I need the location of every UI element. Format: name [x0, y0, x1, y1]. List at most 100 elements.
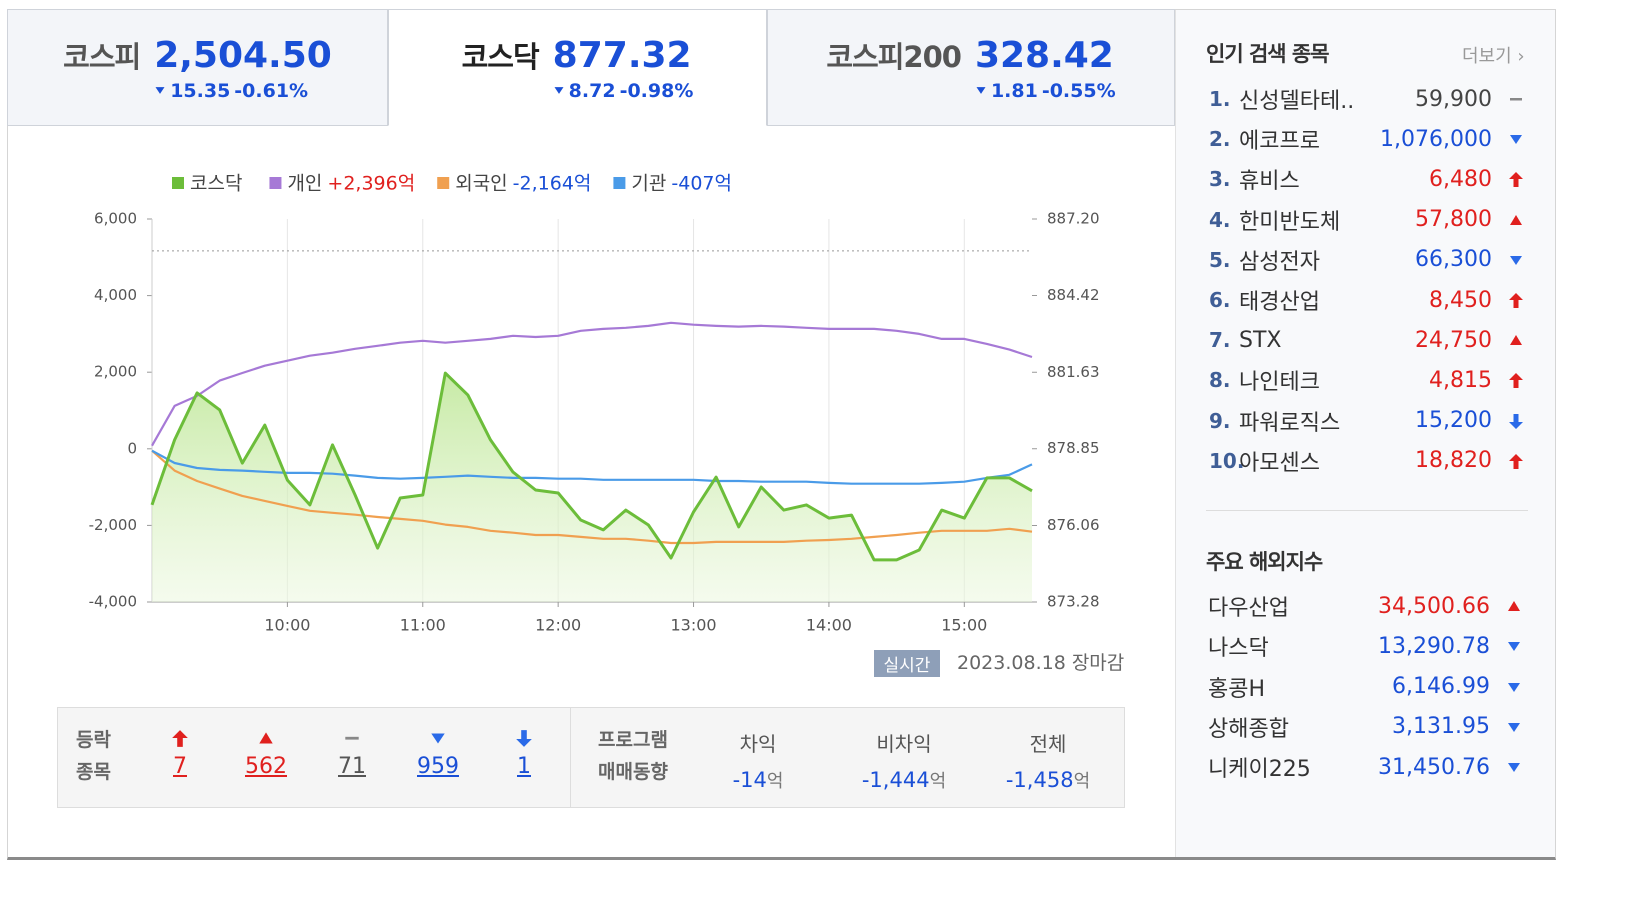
legend-value: -407억	[671, 173, 732, 195]
rank: 7.	[1209, 328, 1231, 353]
program-item: 전체 -1,458억	[968, 728, 1128, 793]
chart: 10:00 11:00 12:00 13:00 14:00 15:00 -4,000 -2,0…	[89, 173, 1100, 635]
program-label: 프로그램 매매동향	[598, 724, 668, 788]
world-row[interactable]: 니케이225 31,450.76	[1176, 749, 1556, 785]
legend-swatch	[172, 177, 184, 189]
legend-swatch	[437, 177, 450, 189]
program-value-row: -14억	[678, 767, 838, 793]
direction-icon	[1510, 98, 1522, 101]
direction-icon	[172, 730, 188, 747]
updown-count[interactable]: 562	[236, 720, 296, 779]
stock-price: 6,480	[1429, 166, 1492, 192]
rank: 3.	[1209, 167, 1231, 192]
y-tick-label: -2,000	[89, 516, 137, 534]
stock-price: 8,450	[1429, 287, 1492, 313]
program-unit: 억	[1073, 771, 1091, 792]
updown-count[interactable]: 1	[494, 720, 554, 779]
direction-icon	[1509, 453, 1523, 469]
direction-icon	[1510, 214, 1522, 225]
y-tick-label: 0	[127, 439, 137, 457]
y-tick-label: 2,000	[94, 363, 137, 381]
updown-count[interactable]: 959	[408, 720, 468, 779]
tab-content: 코스피 2,504.50 15.35 -0.61%	[63, 34, 332, 102]
rank: 8.	[1209, 368, 1231, 393]
direction-icon	[1508, 763, 1520, 773]
index-change: 1.81 -0.55%	[975, 80, 1116, 102]
index-value: 328.42	[974, 34, 1114, 76]
index-value: 6,146.99	[1392, 674, 1490, 700]
change-rate: -0.55%	[1041, 79, 1116, 102]
index-tab[interactable]: 코스피 2,504.50 15.35 -0.61%	[7, 9, 388, 126]
updown-count[interactable]: 71	[322, 720, 382, 779]
side-panel: 인기 검색 종목 더보기 › 1. 신성델타테.. 59,900 2. 에코프로 1,07…	[1175, 10, 1555, 857]
popular-row[interactable]: 8. 나인테크 4,815	[1176, 362, 1556, 398]
direction-icon	[1508, 682, 1520, 692]
divider	[1206, 510, 1528, 511]
index-name: 나스닥	[1208, 636, 1269, 662]
market-summary: 등락 종목 7 562 71 959 1 프로그램 매매동향 차익 -14억 비차익 -1,444억 전체…	[57, 707, 1125, 808]
index-tab[interactable]: 코스피200 328.42 1.81 -0.55%	[767, 9, 1175, 126]
popular-row[interactable]: 5. 삼성전자 66,300	[1176, 242, 1556, 278]
direction-icon	[1509, 413, 1523, 429]
index-name: 상해종합	[1208, 716, 1289, 742]
popular-row[interactable]: 10. 아모센스 18,820	[1176, 443, 1556, 479]
stock-name: 태경산업	[1239, 290, 1320, 315]
program-value: -1,458	[1005, 768, 1074, 792]
popular-row[interactable]: 3. 휴비스 6,480	[1176, 161, 1556, 197]
popular-row[interactable]: 6. 태경산업 8,450	[1176, 282, 1556, 318]
popular-row[interactable]: 2. 에코프로 1,076,000	[1176, 121, 1556, 157]
more-link[interactable]: 더보기 ›	[1462, 46, 1525, 67]
index-name: 코스피	[63, 39, 141, 74]
y-tick-label: 4,000	[94, 286, 137, 304]
program-name: 차익	[739, 732, 777, 756]
stock-price: 4,815	[1429, 367, 1492, 393]
direction-icon	[516, 730, 532, 747]
x-tick-label: 15:00	[941, 616, 987, 635]
count-value[interactable]: 1	[517, 754, 531, 779]
rank: 4.	[1209, 207, 1231, 232]
rank: 6.	[1209, 288, 1231, 312]
realtime-badge: 실시간	[874, 650, 940, 677]
direction-icon	[1508, 642, 1520, 652]
change-rate: -0.61%	[234, 79, 309, 102]
y-tick-label: 6,000	[94, 210, 137, 228]
count-value[interactable]: 562	[245, 754, 287, 779]
index-value: 2,504.50	[154, 34, 332, 76]
y2-tick-label: 887.20	[1047, 210, 1100, 228]
index-value: 34,500.66	[1378, 593, 1490, 619]
y2-tick-label: 876.06	[1047, 516, 1100, 534]
program-value-row: -1,444억	[824, 767, 984, 793]
stock-name: 휴비스	[1239, 169, 1300, 195]
world-row[interactable]: 나스닥 13,290.78	[1176, 628, 1556, 664]
world-row[interactable]: 상해종합 3,131.95	[1176, 709, 1556, 745]
series-area	[152, 373, 1032, 602]
index-value: 31,450.76	[1378, 754, 1490, 780]
change-value: 8.72	[568, 79, 616, 102]
popular-row[interactable]: 7. STX 24,750	[1176, 322, 1556, 358]
more-text[interactable]: 더보기	[1462, 46, 1512, 67]
index-value: 13,290.78	[1378, 633, 1490, 659]
timestamp: 2023.08.18 장마감	[957, 652, 1125, 674]
count-value[interactable]: 959	[417, 754, 459, 779]
count-value[interactable]: 71	[338, 754, 366, 779]
index-name: 홍콩H	[1208, 676, 1266, 702]
y2-tick-label: 873.28	[1047, 593, 1100, 611]
direction-icon	[259, 732, 273, 744]
popular-row[interactable]: 4. 한미반도체 57,800	[1176, 202, 1556, 238]
tab-content: 코스피200 328.42 1.81 -0.55%	[826, 34, 1115, 102]
popular-row[interactable]: 1. 신성델타테.. 59,900	[1176, 81, 1556, 117]
popular-row[interactable]: 9. 파워로직스 15,200	[1176, 403, 1556, 439]
legend-label: 코스닥	[190, 173, 242, 195]
updown-count[interactable]: 7	[150, 720, 210, 779]
count-value[interactable]: 7	[173, 754, 187, 779]
legend-swatch	[613, 177, 626, 189]
series-line	[151, 449, 1033, 545]
x-tick-label: 13:00	[670, 616, 716, 635]
rank: 10.	[1209, 448, 1245, 473]
direction-icon	[1510, 255, 1522, 265]
direction-icon	[976, 87, 986, 94]
label-line: 프로그램	[598, 729, 668, 751]
index-tab[interactable]: 코스닥 877.32 8.72 -0.98%	[388, 9, 767, 126]
world-row[interactable]: 홍콩H 6,146.99	[1176, 669, 1556, 705]
world-row[interactable]: 다우산업 34,500.66	[1176, 588, 1556, 624]
